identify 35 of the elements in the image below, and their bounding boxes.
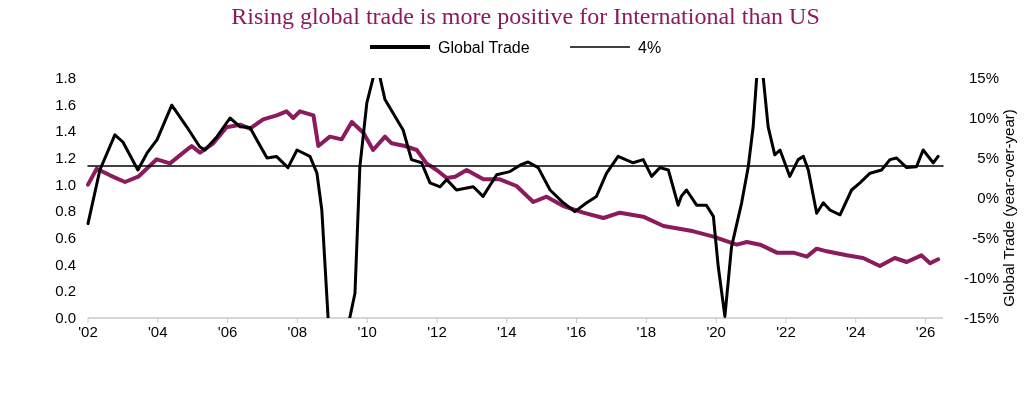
y2-tick-label: 15% <box>968 69 999 86</box>
y2-tick-label: -5% <box>972 229 999 246</box>
y-tick-label: 0.4 <box>55 255 76 273</box>
x-tick-label: '26 <box>915 323 936 340</box>
y2-tick-label: -15% <box>963 309 999 326</box>
x-tick-label: '18 <box>636 323 657 340</box>
line-series <box>86 109 941 268</box>
y2-axis-title: Global Trade (year-over-year) <box>1000 109 1017 307</box>
legend-label: Global Trade <box>438 39 530 56</box>
y-tick-label: 1.6 <box>55 95 76 113</box>
y-tick-label: 1.0 <box>55 175 76 193</box>
x-tick-label: '16 <box>566 323 587 340</box>
x-tick-label: '04 <box>148 323 168 340</box>
legend-label: 4% <box>638 39 662 56</box>
y-tick-label: 0.8 <box>55 202 76 220</box>
y-tick-label: 1.8 <box>55 69 76 86</box>
y2-tick-label: 10% <box>968 109 999 126</box>
chart-title: Rising global trade is more positive for International than US <box>231 3 820 29</box>
y-tick-label: 0.2 <box>55 282 76 300</box>
y2-tick-label: -10% <box>963 269 999 286</box>
x-tick-label: '10 <box>357 323 377 340</box>
y-tick-label: 1.2 <box>55 149 76 166</box>
x-tick-label: '14 <box>496 323 517 340</box>
y2-tick-label: 5% <box>977 149 999 166</box>
x-tick-label: '12 <box>427 323 447 340</box>
x-tick-label: '02 <box>78 323 98 340</box>
x-tick-label: '22 <box>776 323 796 340</box>
x-tick-label: '20 <box>706 323 726 340</box>
y-tick-label: 0.6 <box>55 229 76 246</box>
x-tick-label: '06 <box>217 323 238 340</box>
x-tick-label: '24 <box>845 323 866 340</box>
y-tick-label: 0.0 <box>55 309 76 326</box>
y-tick-label: 1.4 <box>55 122 76 140</box>
x-tick-label: '08 <box>287 323 308 340</box>
y2-tick-label: 0% <box>977 189 999 206</box>
